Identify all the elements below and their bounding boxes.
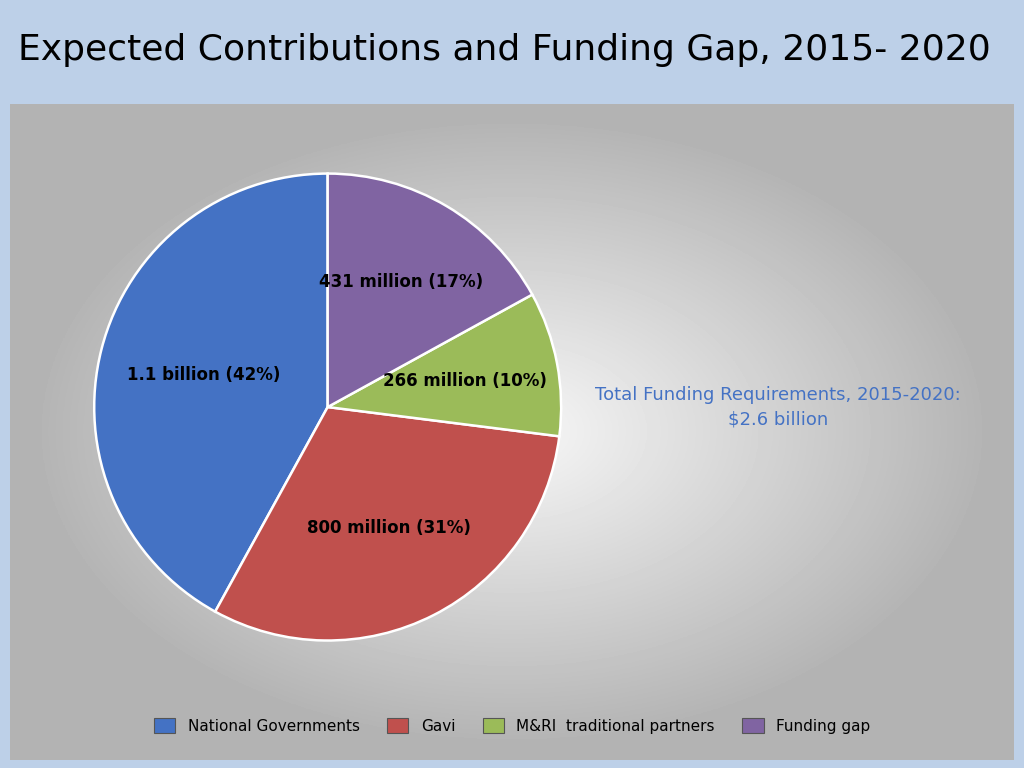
Text: 800 million (31%): 800 million (31%) [307,518,471,537]
Text: 431 million (17%): 431 million (17%) [319,273,483,291]
Wedge shape [215,407,559,641]
Text: 1.1 billion (42%): 1.1 billion (42%) [127,366,280,384]
Legend: National Governments, Gavi, M&RI  traditional partners, Funding gap: National Governments, Gavi, M&RI traditi… [154,718,870,733]
Text: Total Funding Requirements, 2015-2020:
$2.6 billion: Total Funding Requirements, 2015-2020: $… [595,386,961,429]
Wedge shape [328,295,561,436]
Text: Expected Contributions and Funding Gap, 2015- 2020: Expected Contributions and Funding Gap, … [18,33,991,67]
Wedge shape [328,174,532,407]
Text: 266 million (10%): 266 million (10%) [383,372,547,390]
Wedge shape [94,174,328,611]
